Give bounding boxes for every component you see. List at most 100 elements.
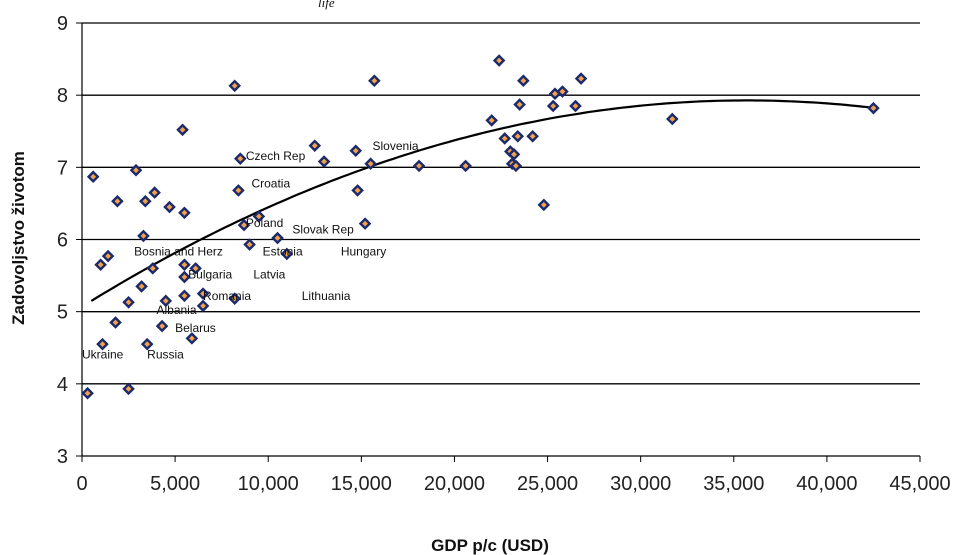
top-note: life: [318, 0, 335, 10]
data-point: [109, 316, 122, 329]
y-tick-label: 8: [57, 85, 68, 107]
data-point: [364, 157, 377, 171]
x-tick-label: 5,000: [150, 473, 200, 495]
data-point: [537, 198, 551, 212]
x-tick-label: 30,000: [610, 473, 671, 495]
data-point: [163, 200, 176, 214]
data-point: [666, 112, 679, 126]
point-label: Bulgaria: [188, 267, 232, 281]
trend-curve: [90, 99, 874, 302]
x-tick-label: 20,000: [424, 473, 485, 495]
data-point: [148, 186, 161, 199]
data-point: [94, 258, 107, 272]
data-point: [146, 262, 160, 275]
x-tick-label: 25,000: [517, 473, 578, 495]
data-point: [228, 292, 241, 305]
data-point: [140, 337, 154, 351]
data-point: [86, 170, 100, 184]
data-point: [101, 249, 115, 263]
data-point: [526, 130, 539, 143]
data-points: [81, 54, 880, 400]
data-point: [507, 148, 521, 161]
y-tick-label: 6: [57, 230, 68, 252]
data-point: [243, 238, 256, 251]
data-point: [867, 101, 880, 115]
data-point: [196, 287, 210, 300]
data-point: [271, 231, 284, 245]
x-axis-title: GDP p/c (USD): [431, 536, 549, 555]
point-label: Ukraine: [82, 348, 124, 362]
y-axis-title: Zadovoljstvo životom: [9, 151, 28, 325]
data-point: [308, 139, 322, 152]
data-point: [509, 159, 523, 173]
data-point: [280, 247, 294, 261]
data-point: [368, 74, 381, 88]
data-point: [498, 132, 512, 145]
data-point: [513, 98, 526, 111]
data-point: [546, 99, 560, 113]
data-point: [232, 184, 245, 197]
data-point: [178, 289, 191, 303]
data-point: [556, 85, 569, 98]
data-point: [81, 386, 94, 400]
data-point: [196, 299, 210, 313]
data-point: [492, 54, 506, 67]
data-point: [574, 72, 588, 85]
point-label: Estonia: [263, 244, 303, 258]
point-label: Albania: [156, 303, 196, 317]
data-point: [358, 217, 372, 230]
point-label: Russia: [147, 348, 184, 362]
x-tick-label: 0: [76, 473, 87, 495]
data-point: [176, 123, 189, 137]
data-point: [189, 262, 202, 275]
point-label: Belarus: [175, 321, 216, 335]
data-point: [178, 270, 191, 284]
x-tick-label: 35,000: [703, 473, 764, 495]
data-point: [139, 194, 152, 208]
axes: [76, 22, 921, 462]
point-label: Hungary: [341, 244, 386, 258]
x-tick-label: 15,000: [331, 473, 392, 495]
data-point: [137, 229, 150, 243]
y-tick-label: 5: [57, 302, 68, 324]
data-point: [517, 74, 530, 88]
data-point: [178, 206, 191, 220]
data-point: [185, 332, 199, 345]
point-label: Czech Rep: [246, 149, 306, 163]
point-label: Bosnia and Herz: [134, 244, 223, 258]
point-label: Slovenia: [373, 139, 419, 153]
data-point: [111, 194, 124, 208]
data-point: [96, 337, 109, 351]
data-point: [129, 163, 143, 177]
data-point: [228, 79, 241, 93]
x-tick-label: 40,000: [796, 473, 857, 495]
data-point: [412, 159, 426, 173]
data-point: [159, 294, 173, 308]
point-label: Slovak Rep: [292, 223, 354, 237]
y-tick-label: 4: [57, 374, 68, 396]
data-point: [511, 130, 525, 143]
data-point: [122, 295, 135, 309]
data-point: [349, 144, 363, 158]
x-tick-label: 10,000: [238, 473, 299, 495]
grid-lines: [82, 22, 920, 385]
data-point: [178, 258, 191, 272]
trend-line: [90, 99, 874, 302]
data-point: [237, 218, 251, 232]
point-label: Lithuania: [302, 289, 351, 303]
point-label: Croatia: [251, 177, 290, 191]
data-point: [459, 159, 472, 173]
point-label: Romania: [203, 289, 251, 303]
data-point: [252, 210, 266, 223]
data-point: [485, 114, 498, 127]
point-label: Poland: [246, 216, 283, 230]
tick-labels: 3 4 5 6 7 8 9 0 5,000 10,000 15,000 20,000 25,000 30,…: [57, 13, 951, 495]
data-point: [122, 382, 135, 396]
point-label: Latvia: [253, 267, 285, 281]
data-point: [351, 184, 364, 197]
y-tick-label: 3: [57, 446, 68, 468]
point-annotations: Czech Rep Slovenia Croatia Poland Slovak Rep…: [82, 139, 419, 362]
data-point: [317, 155, 331, 168]
